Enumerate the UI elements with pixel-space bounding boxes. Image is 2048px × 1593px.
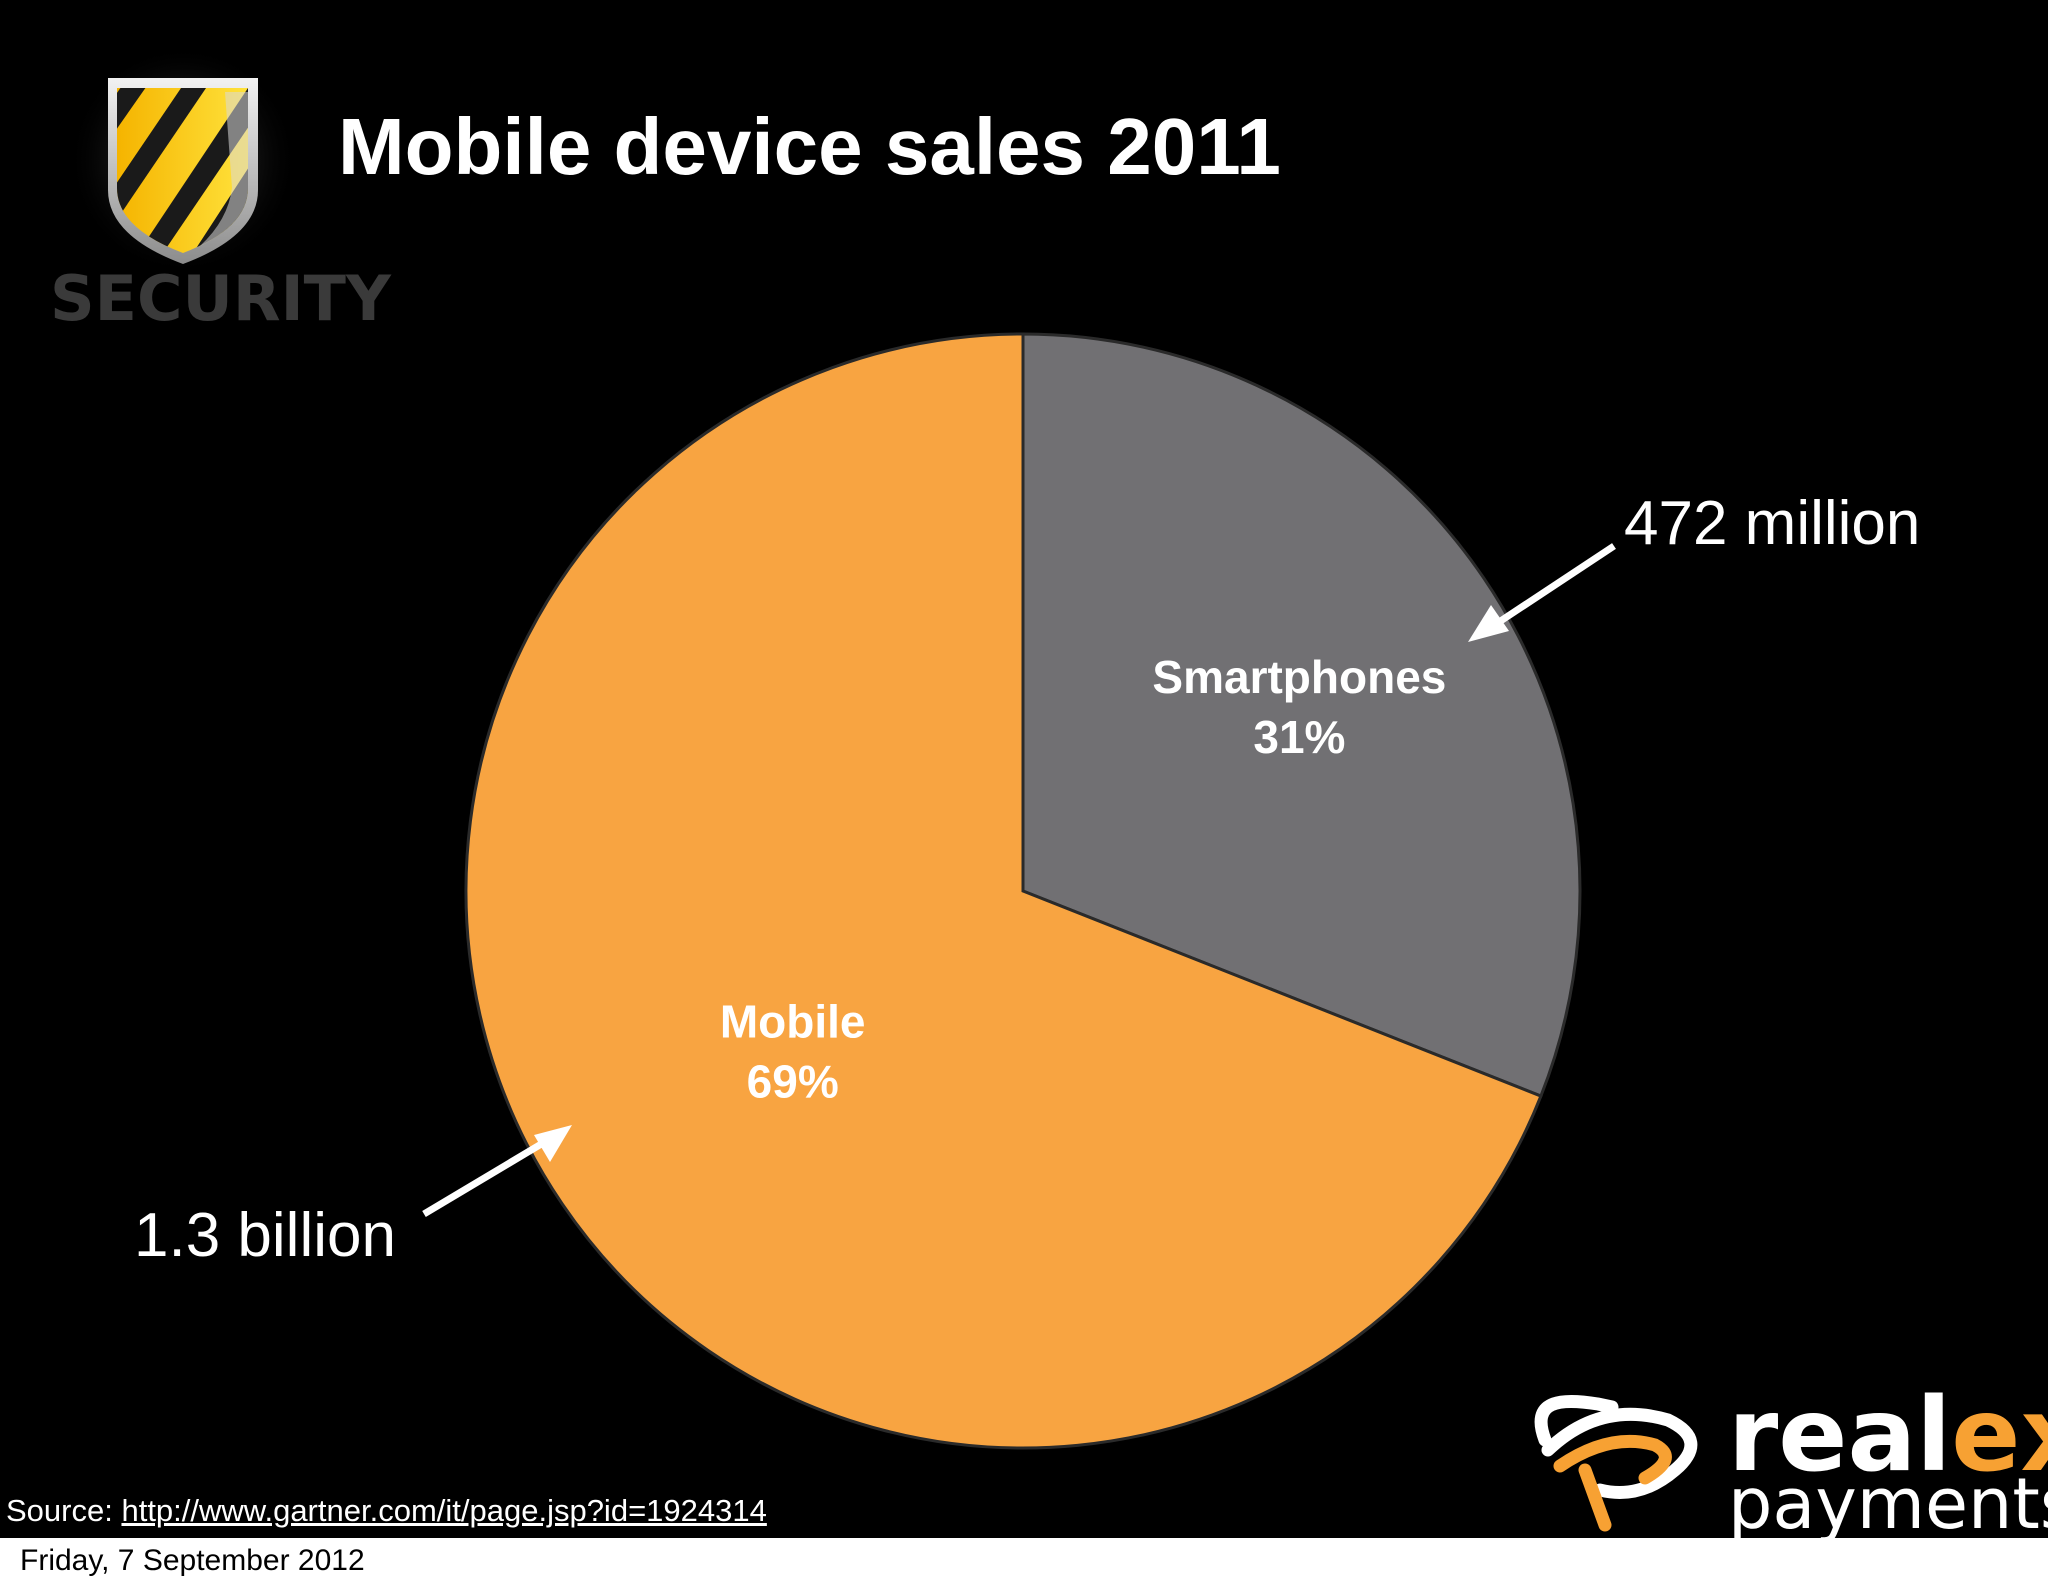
pie-slice-mobile <box>464 332 1543 1450</box>
slide-canvas: SECURITY Mobile device sales 2011 Smartp… <box>50 45 2048 1538</box>
callout-smartphones: 472 million <box>1624 489 1920 558</box>
payments-wordmark: payments <box>1728 1463 2048 1538</box>
realex-wordmark-ex: ex <box>1951 1376 2048 1495</box>
arrow-mobile-icon <box>422 1125 572 1218</box>
arrow-smartphones-icon <box>1468 543 1616 642</box>
realex-wordmark-real: real <box>1728 1376 1951 1495</box>
slide: SECURITY Mobile device sales 2011 Smartp… <box>0 0 2048 1538</box>
slice-label-smartphones: Smartphones <box>1152 651 1446 703</box>
source-prefix: Source: <box>6 1493 113 1528</box>
security-shield-logo: SECURITY <box>50 45 392 335</box>
realex-wordmark: realex <box>1728 1376 2048 1495</box>
slide-title: Mobile device sales 2011 <box>338 102 1281 191</box>
realex-swoosh-icon <box>1534 1394 1698 1532</box>
callout-mobile: 1.3 billion <box>134 1201 396 1270</box>
realex-payments-logo: realex payments <box>1534 1376 2048 1538</box>
slice-label-mobile: Mobile <box>720 996 866 1048</box>
footer-date: Friday, 7 September 2012 <box>20 1544 365 1577</box>
pie-chart <box>464 332 1582 1450</box>
source-link[interactable]: http://www.gartner.com/it/page.jsp?id=19… <box>121 1493 767 1528</box>
pie-slice-smartphones <box>1021 332 1582 1098</box>
security-logo-text: SECURITY <box>50 262 392 335</box>
slice-percent-smartphones: 31% <box>1253 711 1345 763</box>
slice-percent-mobile: 69% <box>747 1056 839 1108</box>
source-citation: Source: http://www.gartner.com/it/page.j… <box>6 1493 767 1529</box>
